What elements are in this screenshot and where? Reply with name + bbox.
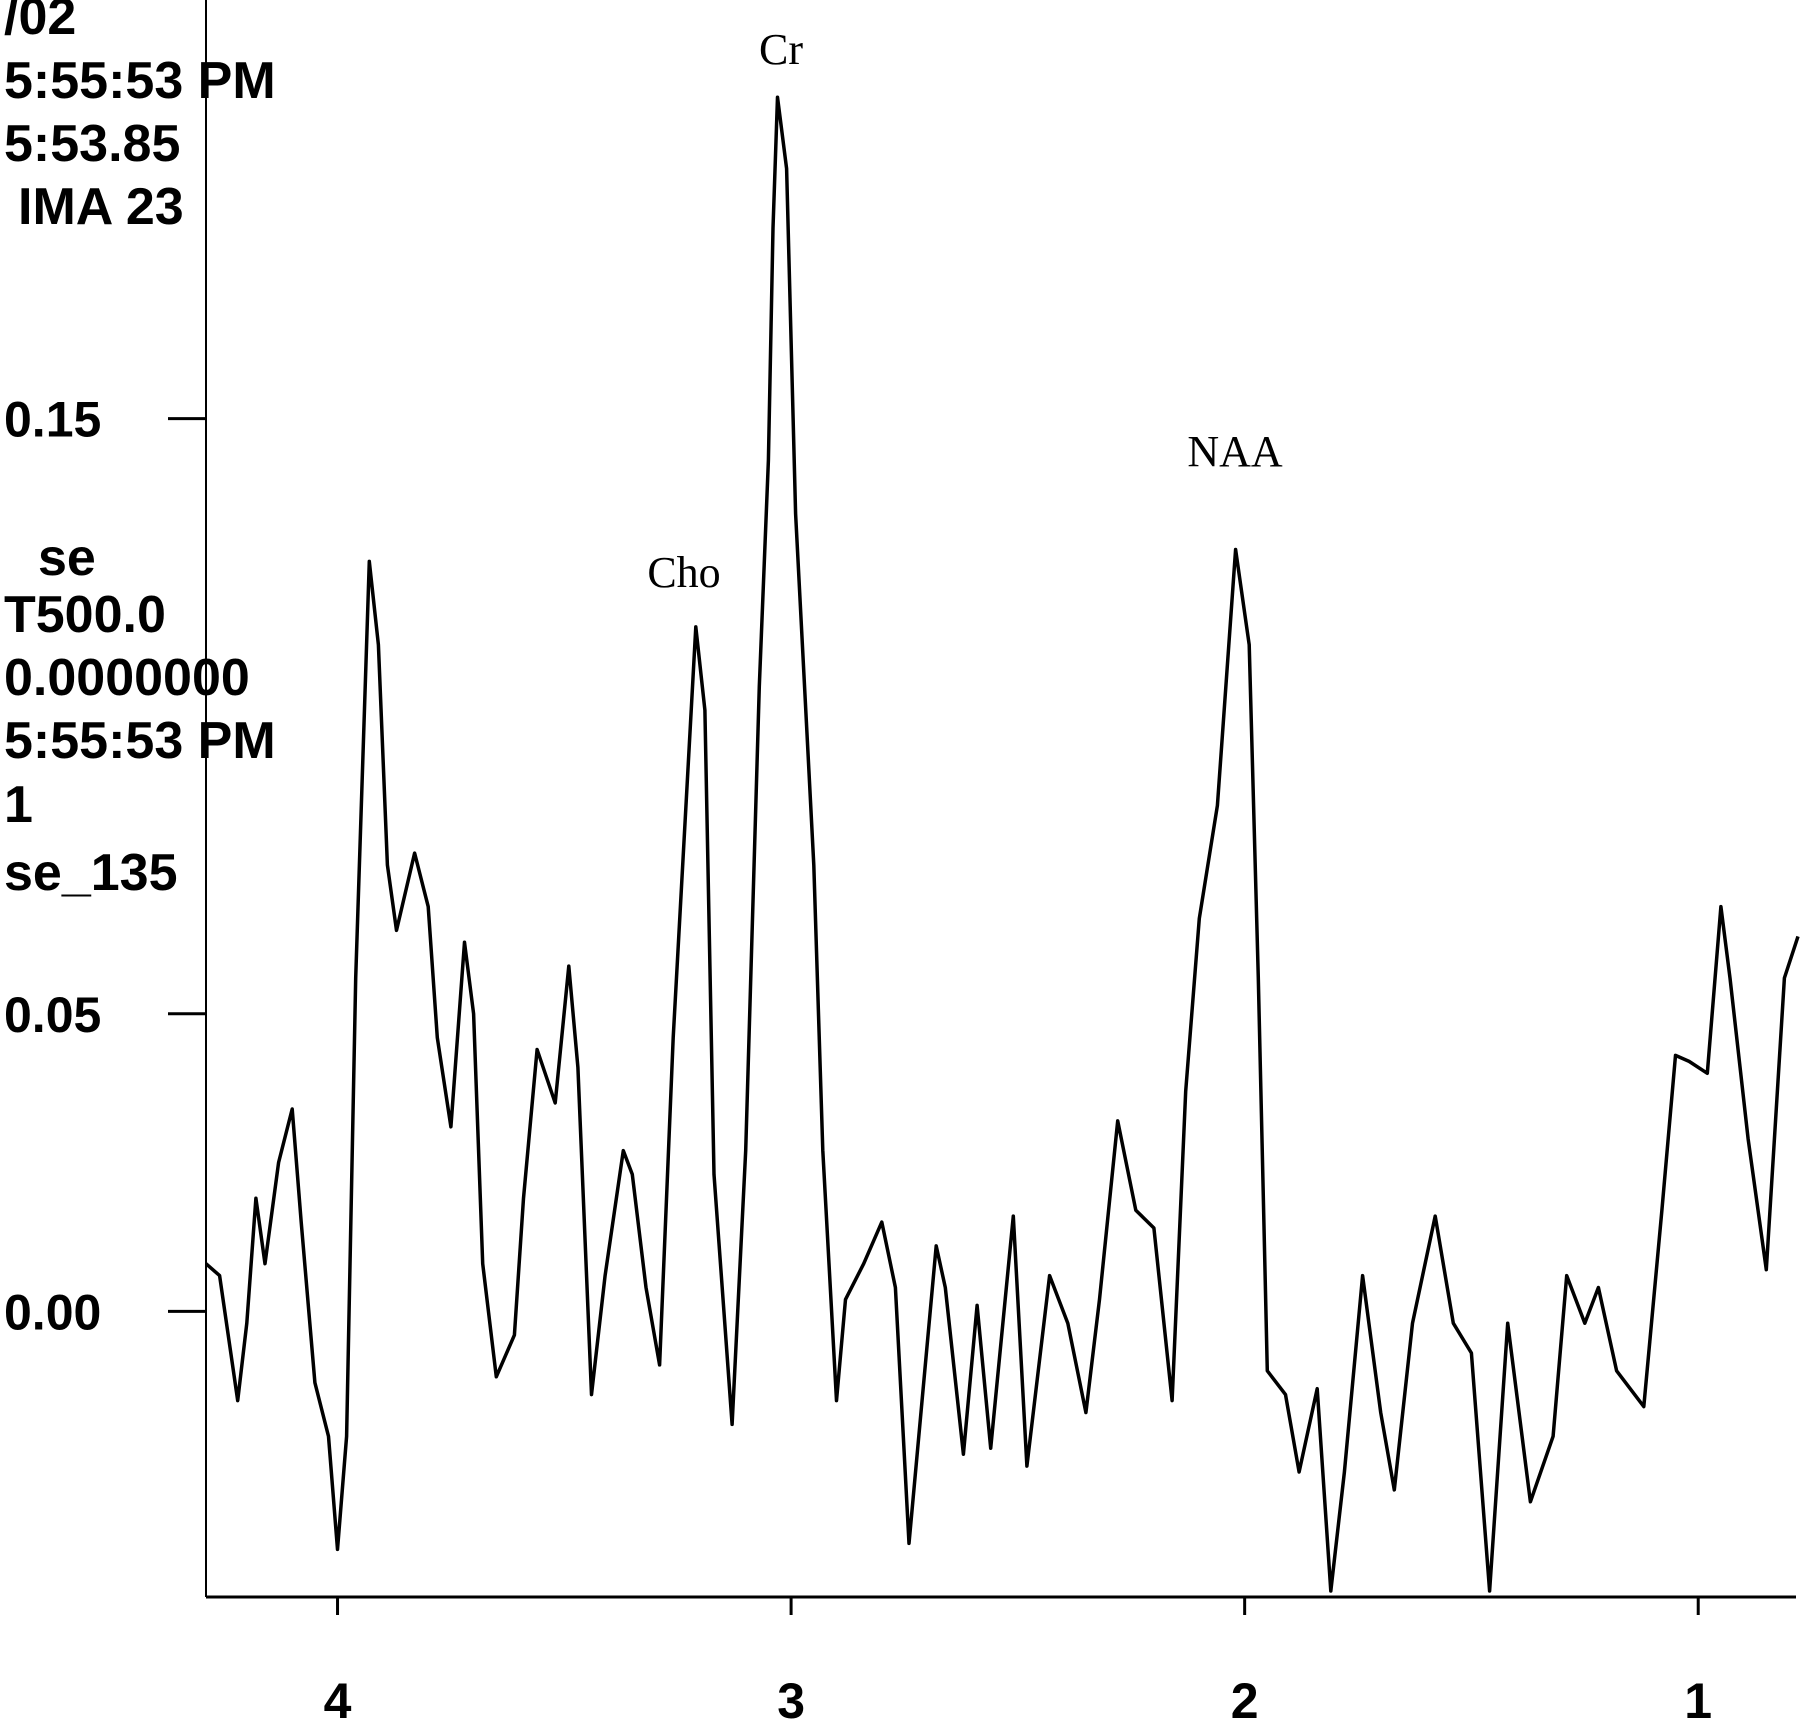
header-text: 5:53.85 [4, 115, 180, 173]
header-text: se [38, 529, 96, 587]
header-text: 0.0000000 [4, 649, 250, 707]
header-text: se_135 [4, 844, 178, 902]
x-tick-label: 2 [1231, 1673, 1259, 1729]
x-tick-label: 3 [777, 1673, 805, 1729]
y-tick-label: 0.15 [4, 392, 101, 448]
spectrum-line [204, 95, 1800, 1593]
header-text: 5:55:53 PM [4, 52, 276, 110]
x-tick-label: 1 [1684, 1673, 1712, 1729]
header-text: IMA 23 [18, 178, 184, 236]
y-tick-label: 0.00 [4, 1284, 101, 1340]
peak-label: Cr [759, 25, 803, 74]
header-text: /02 [4, 0, 76, 46]
header-text: 5:55:53 PM [4, 712, 276, 770]
x-tick-label: 4 [324, 1673, 352, 1729]
header-text: 1 [4, 776, 33, 834]
peak-label: Cho [647, 548, 720, 597]
header-text: T500.0 [4, 586, 166, 644]
y-tick-label: 0.05 [4, 987, 101, 1043]
peak-label: NAA [1187, 427, 1283, 476]
